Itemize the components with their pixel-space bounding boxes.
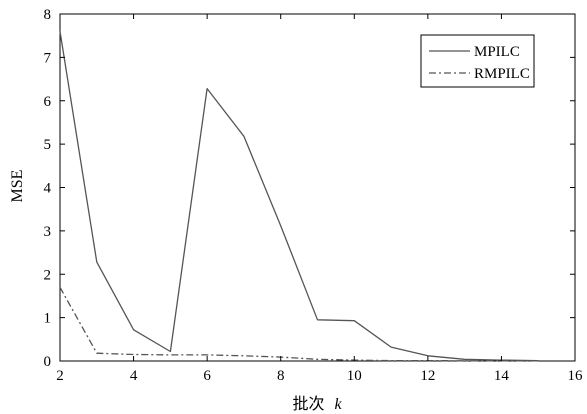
y-tick-label: 7 [44,50,52,66]
x-tick-label: 2 [56,368,64,384]
x-tick-label: 14 [494,368,510,384]
y-tick-label: 2 [44,267,52,283]
legend-label-mpilc: MPILC [474,44,520,60]
y-tick-label: 0 [44,354,52,370]
legend-box [420,34,535,88]
y-axis-title: MSE [9,170,26,203]
y-tick-label: 5 [44,137,52,153]
x-tick-label: 10 [347,368,362,384]
series-line-rmpilc [59,286,539,362]
x-tick-label: 12 [420,368,435,384]
y-tick-label: 6 [44,94,52,110]
series-layer [59,31,539,362]
y-tick-label: 8 [44,7,52,23]
legend-label-rmpilc: RMPILC [474,66,530,82]
x-tick-label: 4 [130,368,138,384]
legend: MPILC RMPILC [420,34,535,88]
x-axis-title-text: 批次 [292,395,324,413]
x-tick-label: 6 [203,368,211,384]
x-tick-label: 8 [277,368,285,384]
series-line-mpilc [59,31,539,362]
x-axis-title: 批次 k [292,395,342,413]
y-tick-label: 4 [44,181,52,197]
y-tick-label: 3 [44,224,52,240]
x-axis-title-variable: k [334,396,342,413]
x-tick-label: 16 [568,368,584,384]
y-tick-label: 1 [44,311,52,327]
